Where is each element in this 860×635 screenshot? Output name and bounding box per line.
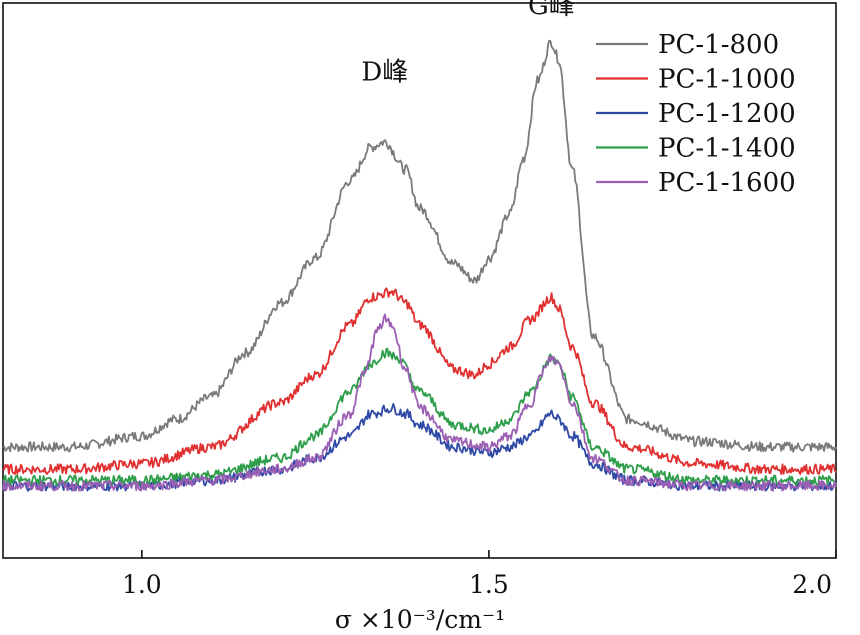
series-line-pc-1-800 [2,39,837,453]
legend-label-pc-1-1200: PC-1-1200 [658,99,796,129]
x-tick-label: 2.0 [792,570,832,599]
legend-label-pc-1-1600: PC-1-1600 [658,168,796,198]
series-layer [2,39,837,492]
legend-label-pc-1-1400: PC-1-1400 [658,134,796,164]
series-line-pc-1-1000 [2,287,837,475]
legend-label-pc-1-1000: PC-1-1000 [658,65,796,95]
legend: PC-1-800 PC-1-1000 PC-1-1200 PC-1-1400 P… [596,30,796,198]
g-peak-annotation: G峰 [528,0,575,21]
plot-area [2,2,837,559]
x-axis-title: σ ×10⁻³/cm⁻¹ [335,605,505,634]
x-axis: 1.0 1.5 2.0 σ ×10⁻³/cm⁻¹ [122,570,832,634]
annotation-layer: D峰 G峰 [361,0,574,88]
legend-label-pc-1-800: PC-1-800 [658,30,779,60]
d-peak-annotation: D峰 [361,58,408,88]
plot-frame [2,2,837,559]
series-line-pc-1-1600 [2,313,837,492]
x-tick-label: 1.0 [122,570,162,599]
x-tick-label: 1.5 [469,570,509,599]
